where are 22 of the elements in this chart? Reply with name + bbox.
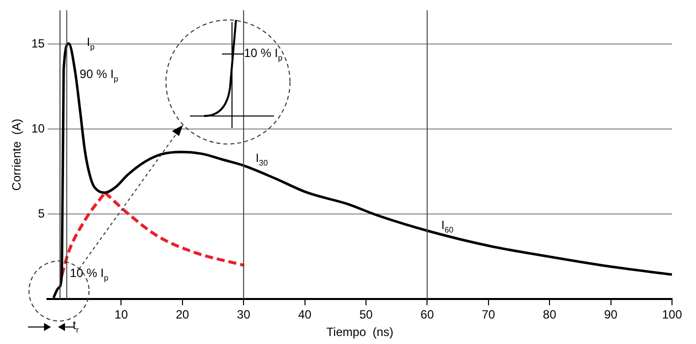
x-tick-label: 80 [542,308,557,322]
x-tick-label: 60 [420,308,434,322]
annotation: t$_{r}$ [72,318,79,335]
annotation: 10 % I$_{p}$ [70,266,108,282]
x-tick-label: 20 [176,308,190,322]
x-tick-label: 40 [298,308,312,322]
x-tick-label: 50 [359,308,373,322]
y-tick-label: 10 [31,122,46,136]
y-tick-label: 15 [31,36,46,51]
x-tick-label: 100 [662,308,682,322]
x-tick-label: 90 [604,308,618,322]
annotation: 90 % I$_{p}$ [80,66,118,84]
x-tick-label: 10 [114,308,128,322]
y-axis-title: Corriente (A) [10,118,24,191]
x-axis-title: Tiempo (ns) [326,325,394,340]
x-tick-label: 30 [236,308,251,322]
annotation: 10 % I$_{p}$ [244,46,282,62]
annotation: I$_{60}$ [441,218,454,235]
y-tick-label: 5 [38,206,46,221]
x-tick-label: 70 [482,308,496,322]
annotation: I$_{30}$ [256,150,268,167]
annotation: I$_{p}$ [86,34,95,51]
